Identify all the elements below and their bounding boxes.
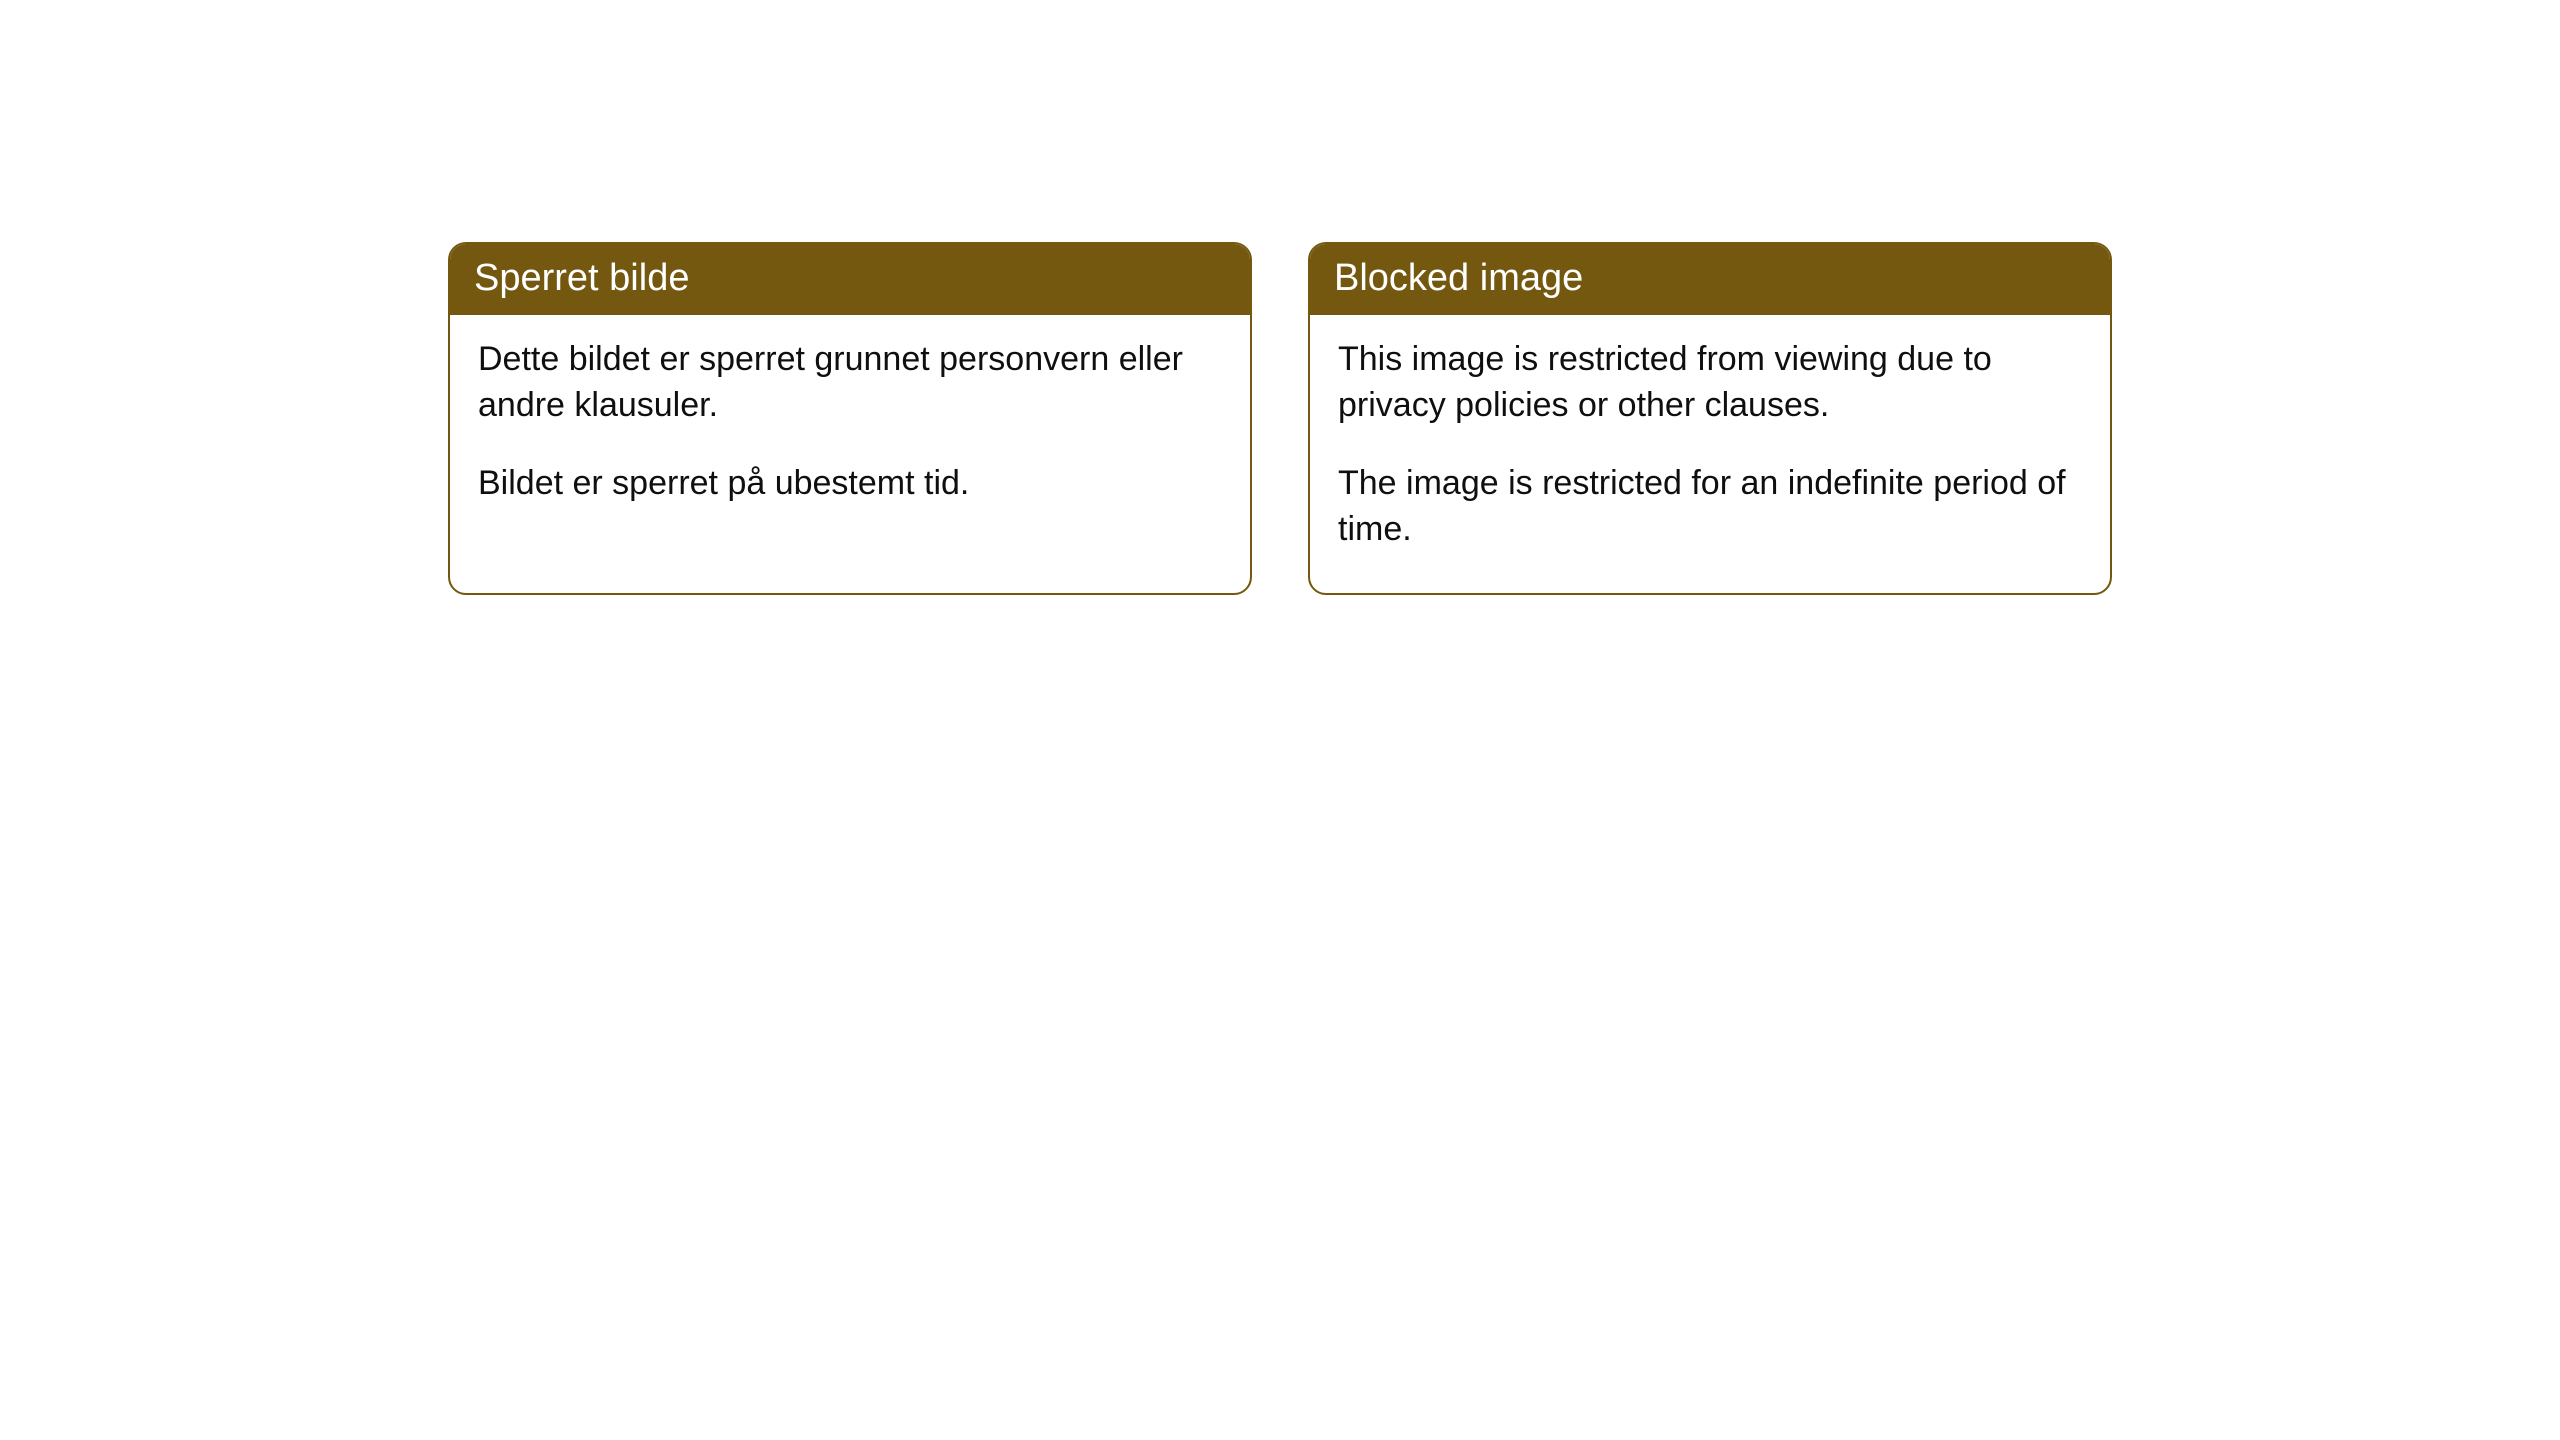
- notice-cards-container: Sperret bilde Dette bildet er sperret gr…: [0, 0, 2560, 595]
- blocked-image-card-no: Sperret bilde Dette bildet er sperret gr…: [448, 242, 1252, 595]
- card-paragraph-2-en: The image is restricted for an indefinit…: [1338, 461, 2082, 553]
- card-title-en: Blocked image: [1310, 244, 2110, 315]
- card-body-no: Dette bildet er sperret grunnet personve…: [450, 315, 1250, 547]
- card-title-no: Sperret bilde: [450, 244, 1250, 315]
- blocked-image-card-en: Blocked image This image is restricted f…: [1308, 242, 2112, 595]
- card-paragraph-1-no: Dette bildet er sperret grunnet personve…: [478, 337, 1222, 429]
- card-paragraph-1-en: This image is restricted from viewing du…: [1338, 337, 2082, 429]
- card-paragraph-2-no: Bildet er sperret på ubestemt tid.: [478, 461, 1222, 507]
- card-body-en: This image is restricted from viewing du…: [1310, 315, 2110, 593]
